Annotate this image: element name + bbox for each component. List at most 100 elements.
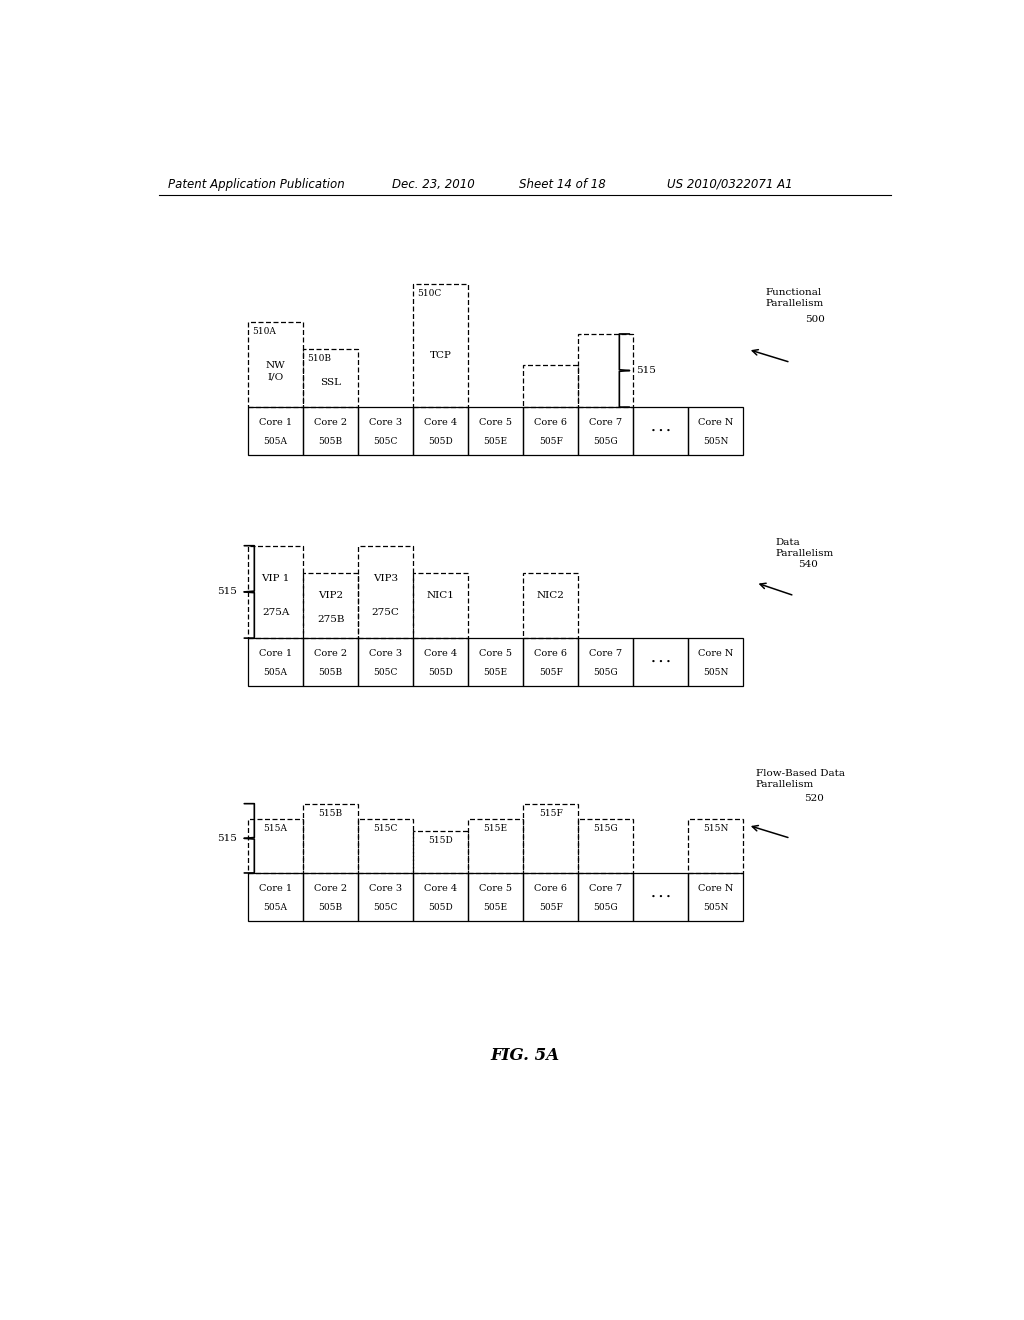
Text: TCP: TCP (430, 351, 452, 360)
Text: • • •: • • • (651, 657, 671, 667)
Text: FIG. 5A: FIG. 5A (490, 1047, 559, 1064)
Text: 505G: 505G (594, 903, 618, 912)
Text: 505A: 505A (263, 668, 288, 677)
Text: Core 4: Core 4 (424, 649, 458, 657)
Text: Core 1: Core 1 (259, 649, 292, 657)
Text: 505C: 505C (374, 903, 398, 912)
Bar (303, 573, 358, 638)
Bar (248, 873, 303, 921)
Bar (468, 818, 523, 873)
Text: Functional
Parallelism: Functional Parallelism (765, 288, 823, 308)
Text: 505A: 505A (263, 903, 288, 912)
Bar (248, 545, 303, 638)
Bar (688, 818, 743, 873)
Text: 505N: 505N (703, 668, 728, 677)
Text: 515G: 515G (594, 825, 618, 833)
Bar (523, 364, 579, 407)
Bar (468, 407, 523, 455)
Bar (248, 407, 303, 455)
Bar (523, 573, 579, 638)
Text: 505E: 505E (483, 437, 508, 446)
Text: 505F: 505F (539, 903, 563, 912)
Bar (414, 284, 468, 407)
Bar (414, 407, 468, 455)
Text: Core 4: Core 4 (424, 883, 458, 892)
Text: 505B: 505B (318, 903, 343, 912)
Text: 515N: 515N (703, 825, 728, 833)
Text: Data
Parallelism: Data Parallelism (775, 539, 834, 558)
Text: Core N: Core N (698, 418, 733, 426)
Text: • • •: • • • (651, 892, 671, 900)
Text: 505N: 505N (703, 437, 728, 446)
Bar (358, 545, 414, 638)
Bar (414, 873, 468, 921)
Text: VIP3: VIP3 (373, 574, 398, 582)
Bar (468, 873, 523, 921)
Text: 510B: 510B (307, 354, 331, 363)
Text: 505E: 505E (483, 668, 508, 677)
Bar (303, 873, 358, 921)
Text: 275C: 275C (372, 607, 399, 616)
Text: 505E: 505E (483, 903, 508, 912)
Text: 275B: 275B (316, 615, 344, 624)
Text: 515D: 515D (428, 836, 453, 845)
Bar (579, 818, 633, 873)
Text: Core 6: Core 6 (535, 649, 567, 657)
Bar (358, 818, 414, 873)
Bar (303, 638, 358, 686)
Text: Core 2: Core 2 (314, 418, 347, 426)
Text: Flow-Based Data
Parallelism: Flow-Based Data Parallelism (756, 770, 845, 789)
Bar (468, 638, 523, 686)
Bar (579, 873, 633, 921)
Bar (303, 407, 358, 455)
Text: Core 3: Core 3 (369, 649, 402, 657)
Text: 505B: 505B (318, 437, 343, 446)
Bar (248, 322, 303, 407)
Text: Core 1: Core 1 (259, 418, 292, 426)
Text: Core 5: Core 5 (479, 418, 512, 426)
Text: Core 6: Core 6 (535, 418, 567, 426)
Text: NIC1: NIC1 (427, 591, 455, 601)
Text: US 2010/0322071 A1: US 2010/0322071 A1 (667, 178, 793, 190)
Bar (523, 407, 579, 455)
Text: NIC2: NIC2 (537, 591, 564, 601)
Bar (633, 407, 688, 455)
Bar (523, 804, 579, 873)
Bar (633, 638, 688, 686)
Text: 540: 540 (799, 560, 818, 569)
Bar (688, 873, 743, 921)
Text: Dec. 23, 2010: Dec. 23, 2010 (391, 178, 474, 190)
Text: 505A: 505A (263, 437, 288, 446)
Text: Sheet 14 of 18: Sheet 14 of 18 (519, 178, 606, 190)
Text: 515: 515 (217, 834, 237, 842)
Text: 505B: 505B (318, 668, 343, 677)
Text: Core 3: Core 3 (369, 418, 402, 426)
Text: Core N: Core N (698, 649, 733, 657)
Bar (414, 830, 468, 873)
Text: 505G: 505G (594, 668, 618, 677)
Text: Core 7: Core 7 (589, 883, 623, 892)
Text: Core 2: Core 2 (314, 649, 347, 657)
Text: Patent Application Publication: Patent Application Publication (168, 178, 345, 190)
Bar (523, 638, 579, 686)
Text: Core N: Core N (698, 883, 733, 892)
Bar (303, 804, 358, 873)
Text: 500: 500 (805, 314, 825, 323)
Bar (358, 638, 414, 686)
Text: Core 7: Core 7 (589, 649, 623, 657)
Text: Core 6: Core 6 (535, 883, 567, 892)
Bar (579, 334, 633, 407)
Bar (688, 638, 743, 686)
Text: 510C: 510C (417, 289, 441, 297)
Text: 520: 520 (804, 793, 823, 803)
Text: 275A: 275A (262, 607, 290, 616)
Text: Core 5: Core 5 (479, 883, 512, 892)
Text: 515A: 515A (263, 825, 288, 833)
Bar (248, 818, 303, 873)
Bar (358, 407, 414, 455)
Text: VIP 1: VIP 1 (261, 574, 290, 582)
Text: Core 3: Core 3 (369, 883, 402, 892)
Text: Core 5: Core 5 (479, 649, 512, 657)
Text: • • •: • • • (651, 426, 671, 436)
Text: 515: 515 (217, 587, 237, 597)
